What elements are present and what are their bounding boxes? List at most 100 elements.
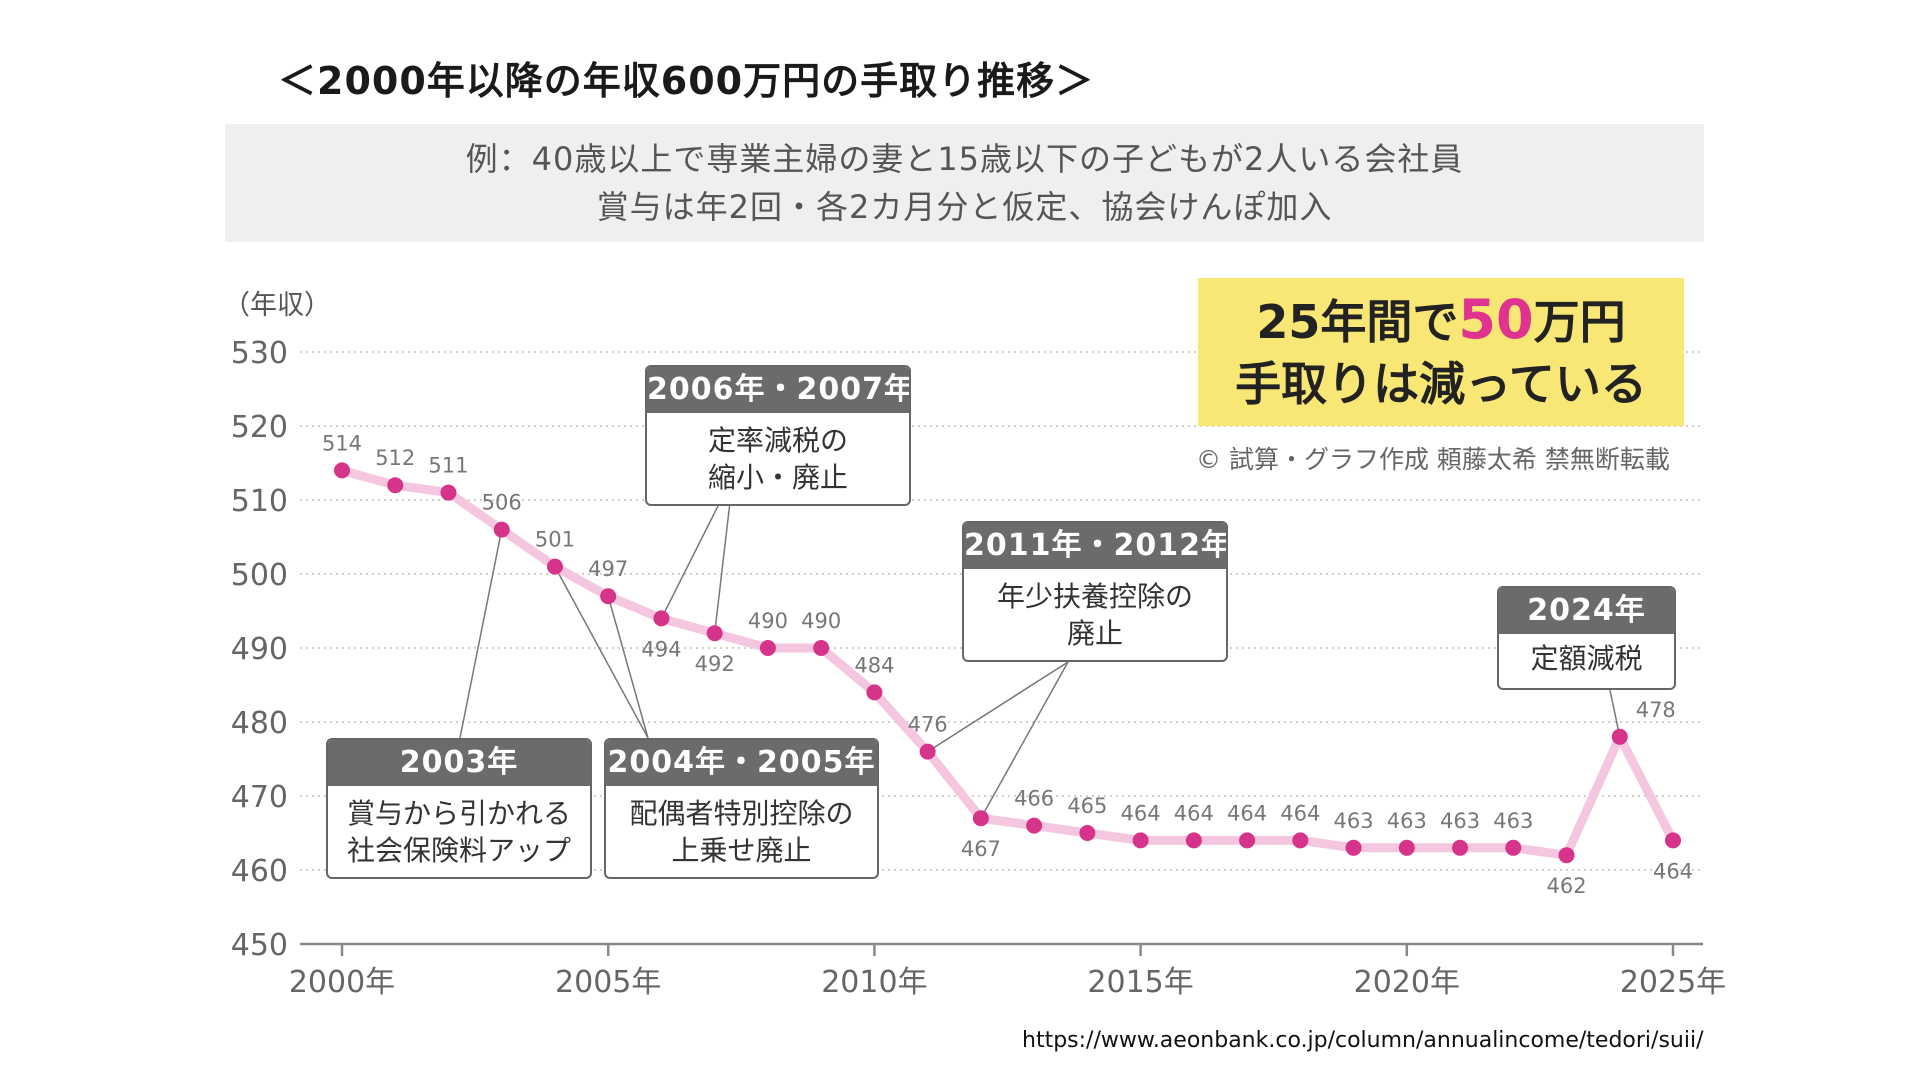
data-point [1026, 817, 1043, 834]
callout-2011-line-2: 廃止 [1066, 617, 1123, 650]
data-label: 497 [588, 557, 628, 581]
data-label: 463 [1334, 809, 1374, 833]
source-url: https://www.aeonbank.co.jp/column/annual… [1022, 1028, 1704, 1053]
x-tick-label: 2000年 [289, 965, 395, 1000]
y-axis-label: （年収） [223, 290, 331, 321]
callout-2024-line-1: 定額減税 [1530, 642, 1643, 675]
callout-2006-line-2: 縮小・廃止 [707, 461, 848, 494]
data-point [1185, 832, 1202, 849]
leader-line [554, 566, 649, 739]
data-point [1132, 832, 1149, 849]
data-point [653, 610, 670, 627]
data-label: 512 [375, 446, 415, 470]
data-label: 464 [1280, 801, 1320, 825]
data-point [972, 810, 989, 827]
data-label: 476 [908, 713, 948, 737]
leader-line [980, 661, 1069, 819]
highlight-box: 25年間で50万円 手取りは減っている [1198, 278, 1684, 426]
data-point [1079, 825, 1096, 841]
y-tick-label: 500 [231, 558, 288, 593]
leader-line [713, 501, 731, 634]
data-label: 466 [1014, 787, 1054, 811]
data-label: 464 [1174, 801, 1214, 825]
y-tick-label: 460 [231, 854, 288, 889]
data-label: 501 [535, 528, 575, 552]
leader-line [927, 661, 1069, 753]
data-point [1292, 832, 1309, 849]
y-tick-label: 490 [231, 632, 288, 667]
data-label: 462 [1546, 874, 1586, 898]
subtitle-box: 例：40歳以上で専業主婦の妻と15歳以下の子どもが2人いる会社員 賞与は年2回・… [225, 124, 1704, 242]
highlight-number: 50 [1458, 288, 1534, 351]
data-label: 465 [1067, 794, 1107, 818]
data-point [1239, 832, 1256, 849]
subtitle-line-1: 例：40歳以上で専業主婦の妻と15歳以下の子どもが2人いる会社員 [465, 140, 1464, 178]
callout-2006-line-1: 定率減税の [707, 424, 848, 457]
data-label: 467 [961, 837, 1001, 861]
data-point [1505, 839, 1522, 856]
x-tick-label: 2010年 [821, 965, 927, 1000]
x-tick-label: 2015年 [1087, 965, 1193, 1000]
data-point [759, 640, 776, 656]
data-point [1558, 847, 1575, 864]
data-label: 463 [1387, 809, 1427, 833]
callout-2024: 2024年 定額減税 [1497, 586, 1676, 690]
callout-2003: 2003年 賞与から引かれる 社会保険料アップ [326, 738, 592, 879]
data-point [1398, 839, 1415, 856]
callout-2004-line-2: 上乗せ廃止 [671, 834, 812, 867]
data-label: 464 [1227, 801, 1267, 825]
data-point [1452, 839, 1469, 856]
y-tick-label: 450 [231, 928, 288, 963]
data-label: 464 [1121, 801, 1161, 825]
data-point [1345, 839, 1362, 856]
leader-line [660, 501, 721, 619]
highlight-suffix: 万円 [1533, 295, 1626, 349]
x-tick-label: 2020年 [1354, 965, 1460, 1000]
data-label: 506 [482, 491, 522, 515]
leader-line [607, 595, 649, 739]
data-point [866, 684, 883, 701]
data-label: 464 [1653, 859, 1693, 883]
callout-2003-line-2: 社会保険料アップ [346, 834, 571, 867]
data-point [493, 521, 510, 538]
highlight-line-2: 手取りは減っている [1235, 357, 1647, 411]
callout-2011-line-1: 年少扶養控除の [996, 580, 1193, 613]
x-tick-label: 2005年 [555, 965, 661, 1000]
data-point [706, 625, 723, 642]
data-point [813, 640, 830, 656]
page-title: ＜2000年以降の年収600万円の手取り推移＞ [278, 59, 1095, 103]
data-label: 514 [322, 431, 362, 455]
callout-2024-header: 2024年 [1499, 588, 1674, 634]
data-label: 490 [748, 609, 788, 633]
data-label: 484 [854, 653, 894, 677]
highlight-line-1: 25年間で50万円 [1256, 289, 1625, 353]
data-point [546, 558, 563, 575]
data-label: 494 [641, 637, 681, 661]
credit-text: © 試算・グラフ作成 頼藤太希 禁無断転載 [1196, 445, 1670, 474]
leader-line [459, 529, 503, 739]
data-point [440, 484, 457, 501]
callout-2004-header: 2004年・2005年 [606, 740, 877, 786]
highlight-prefix: 25年間で [1256, 295, 1459, 349]
y-tick-label: 520 [231, 410, 288, 445]
data-label: 490 [801, 609, 841, 633]
callout-2003-line-1: 賞与から引かれる [346, 797, 571, 830]
data-point [600, 588, 617, 605]
y-tick-label: 480 [231, 706, 288, 741]
callout-2006-header: 2006年・2007年 [647, 367, 909, 413]
data-point [387, 477, 404, 494]
data-label: 511 [428, 454, 468, 478]
x-tick-label: 2025年 [1620, 965, 1726, 1000]
subtitle-line-2: 賞与は年2回・各2カ月分と仮定、協会けんぽ加入 [596, 188, 1333, 226]
data-point [1665, 832, 1681, 849]
callout-2004-2005: 2004年・2005年 配偶者特別控除の 上乗せ廃止 [604, 738, 879, 879]
data-point [334, 462, 350, 479]
y-tick-label: 510 [231, 484, 288, 519]
callout-2003-header: 2003年 [328, 740, 590, 786]
callout-2004-line-1: 配偶者特別控除の [629, 797, 854, 830]
data-label: 463 [1493, 809, 1533, 833]
data-label: 478 [1636, 698, 1676, 722]
series-line [337, 465, 1678, 860]
data-point [1611, 728, 1628, 745]
